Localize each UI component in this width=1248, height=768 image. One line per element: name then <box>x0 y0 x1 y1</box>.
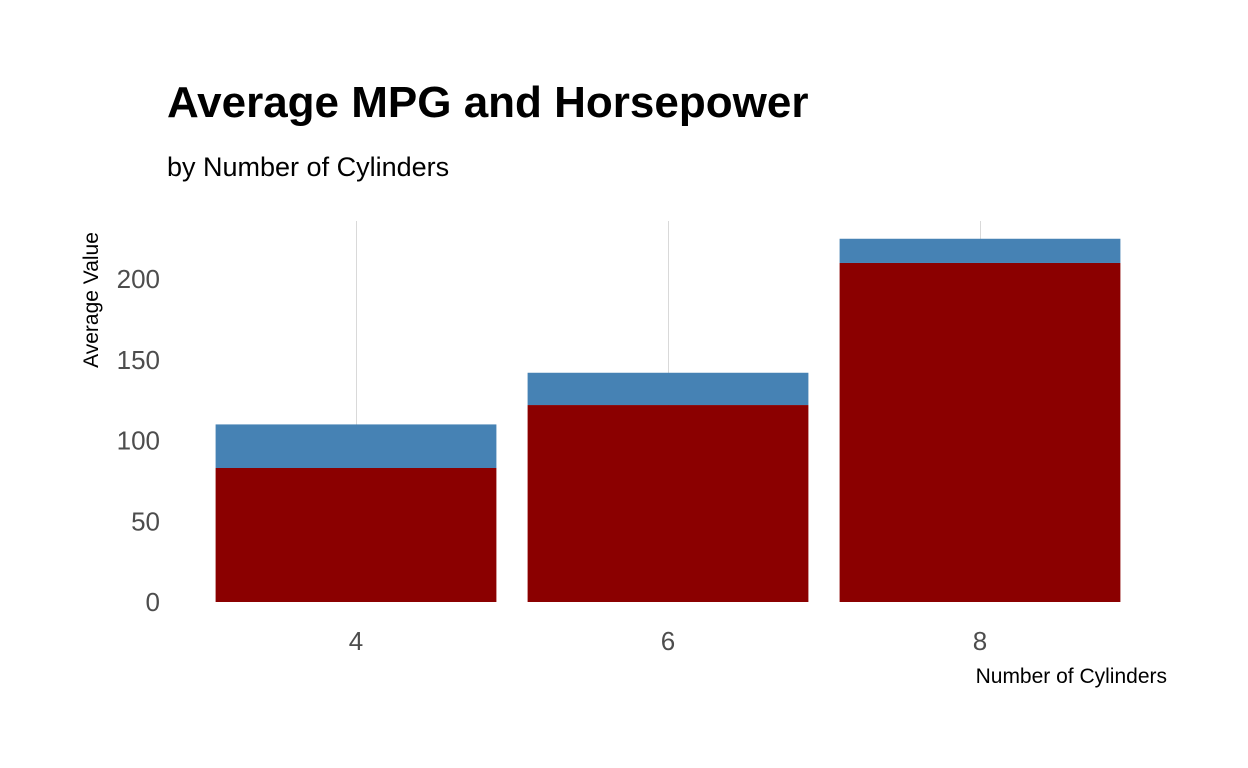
y-axis-label: Average Value <box>80 232 103 368</box>
bar-4-segment-1 <box>215 468 497 602</box>
y-tick-label: 150 <box>117 345 160 375</box>
y-tick-label: 200 <box>117 264 160 294</box>
y-tick-label: 100 <box>117 426 160 456</box>
bars <box>215 238 1121 602</box>
y-axis-ticks: 0 50 100 150 200 <box>117 264 160 617</box>
x-tick-label: 6 <box>661 626 675 656</box>
bar-6-segment-2 <box>527 372 809 406</box>
bar-4-segment-2 <box>215 424 497 469</box>
x-tick-label: 4 <box>349 626 363 656</box>
chart-subtitle: by Number of Cylinders <box>167 152 449 182</box>
bar-8-segment-2 <box>839 238 1121 263</box>
y-tick-label: 50 <box>131 506 160 536</box>
bar-6-segment-1 <box>527 405 809 602</box>
y-tick-label: 0 <box>146 587 160 617</box>
x-axis-label: Number of Cylinders <box>976 665 1167 688</box>
bar-8-segment-1 <box>839 262 1121 602</box>
x-tick-label: 8 <box>973 626 987 656</box>
x-axis-ticks: 4 6 8 <box>349 626 987 656</box>
chart-title: Average MPG and Horsepower <box>167 78 808 127</box>
